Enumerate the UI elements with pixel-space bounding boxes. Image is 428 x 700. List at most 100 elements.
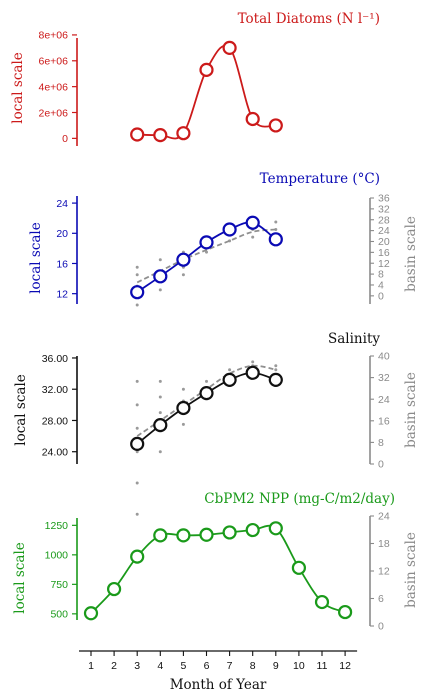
npp-data-point: [176, 528, 191, 543]
diatoms-data-point: [199, 62, 214, 77]
temperature-ytick-label: 20: [56, 228, 68, 240]
npp-data-point: [153, 528, 168, 543]
salinity-basin-point: [228, 368, 232, 372]
temperature-ytick-right-label: 28: [378, 214, 390, 226]
temperature-data-point: [245, 215, 260, 230]
x-tick-label: 11: [317, 660, 328, 672]
npp-ytick-right-label: 18: [378, 538, 390, 550]
temperature-data-point: [268, 232, 283, 247]
npp-ytick-label: 500: [50, 609, 68, 621]
temperature-basin-point: [181, 273, 185, 277]
npp-ytick-right-label: 24: [378, 511, 390, 523]
salinity-data-point: [199, 386, 214, 401]
panel-npp: 500 750 1000 1250 local scale CbPM2 NPP (mg-C…: [12, 491, 419, 633]
salinity-basin-point: [274, 364, 278, 368]
temperature-data-point: [153, 269, 168, 284]
npp-data-point: [245, 522, 260, 538]
temperature-ytick-label: 12: [56, 288, 68, 300]
temperature-basin-point: [158, 258, 162, 262]
npp-data-point: [199, 527, 214, 542]
temperature-ytick-right-label: 4: [378, 280, 384, 292]
npp-title: CbPM2 NPP (mg-C/m2/day): [204, 491, 395, 507]
diatoms-data-point: [222, 40, 237, 55]
npp-data-point: [130, 549, 145, 564]
panel-salinity: 24.00 28.00 32.00 36.00 local scale Salinity 0…: [13, 331, 419, 516]
salinity-basin-point: [251, 360, 255, 364]
salinity-data-point: [268, 372, 283, 387]
x-tick-label: 1: [88, 660, 94, 672]
temperature-ytick-label: 24: [56, 198, 68, 210]
temperature-ytick-right-label: 32: [378, 203, 390, 215]
salinity-ylabel-right: basin scale: [403, 372, 419, 448]
diatoms-ytick-label: 8e+06: [39, 30, 69, 42]
temperature-ytick-right-label: 36: [378, 193, 390, 205]
x-axis-label: Month of Year: [170, 677, 267, 693]
diatoms-ytick-label: 0: [62, 133, 68, 145]
temperature-basin-point: [158, 288, 162, 292]
temperature-data-point: [199, 235, 214, 250]
salinity-basin-point: [158, 450, 162, 454]
x-tick-label: 8: [250, 660, 256, 672]
npp-ytick-right-label: 12: [378, 566, 390, 578]
x-tick-label: 9: [273, 660, 279, 672]
x-tick-label: 2: [111, 660, 117, 672]
salinity-basin-point: [181, 422, 185, 426]
salinity-data-point: [153, 418, 168, 433]
temperature-title: Temperature (°C): [260, 171, 380, 187]
npp-ytick-label: 1000: [45, 550, 69, 562]
salinity-data-point: [245, 365, 260, 380]
diatoms-data-point: [268, 118, 283, 133]
x-tick-label: 12: [339, 660, 351, 672]
diatoms-data-point: [245, 111, 260, 127]
temperature-basin-point: [205, 250, 208, 254]
npp-ytick-label: 750: [50, 579, 68, 591]
temperature-ytick-right-label: 12: [378, 258, 390, 270]
temperature-data-point: [176, 252, 191, 267]
salinity-ylabel: local scale: [13, 374, 29, 446]
temperature-ytick-right-label: 0: [378, 290, 384, 302]
npp-data-point: [106, 581, 122, 597]
temperature-basin-point: [274, 220, 278, 224]
salinity-ytick-right-label: 8: [378, 437, 384, 449]
npp-data-point: [83, 606, 99, 621]
npp-data-point: [222, 525, 237, 540]
temperature-ytick-right-label: 20: [378, 236, 390, 248]
diatoms-ytick-label: 4e+06: [39, 81, 69, 93]
temperature-data-point: [130, 285, 145, 300]
npp-series-line: [90, 524, 346, 614]
salinity-basin-point: [135, 450, 139, 454]
temperature-basin-point: [251, 235, 255, 239]
npp-ytick-right-label: 0: [378, 621, 384, 633]
npp-data-point: [338, 604, 353, 620]
salinity-ytick-right-label: 16: [378, 415, 390, 427]
salinity-data-point: [176, 400, 191, 416]
salinity-basin-point: [205, 379, 208, 383]
salinity-basin-point: [181, 387, 185, 391]
npp-ytick-label: 1250: [45, 520, 69, 532]
salinity-basin-point: [135, 426, 139, 430]
x-tick-label: 5: [180, 660, 186, 672]
salinity-basin-point: [135, 403, 139, 407]
temperature-basin-point: [135, 303, 139, 307]
x-tick-label: 10: [293, 660, 305, 672]
x-tick-label: 7: [227, 660, 233, 672]
salinity-title: Salinity: [328, 331, 380, 347]
diatoms-data-point: [176, 126, 191, 141]
npp-ytick-right-label: 6: [378, 593, 384, 605]
x-tick-label: 3: [134, 660, 140, 672]
temperature-ytick-right-label: 24: [378, 225, 390, 237]
salinity-basin-point: [274, 368, 278, 372]
diatoms-data-point: [153, 128, 168, 143]
diatoms-data-point: [130, 127, 145, 142]
salinity-ytick-label: 28.00: [42, 415, 68, 427]
temperature-basin-point: [135, 265, 139, 269]
npp-ylabel-right: basin scale: [403, 532, 419, 608]
x-tick-label: 6: [204, 660, 210, 672]
salinity-series-line: [136, 371, 277, 445]
salinity-data-point: [222, 372, 237, 387]
salinity-ytick-right-label: 32: [378, 372, 390, 384]
salinity-basin-point: [135, 512, 139, 516]
npp-data-point: [268, 521, 283, 536]
